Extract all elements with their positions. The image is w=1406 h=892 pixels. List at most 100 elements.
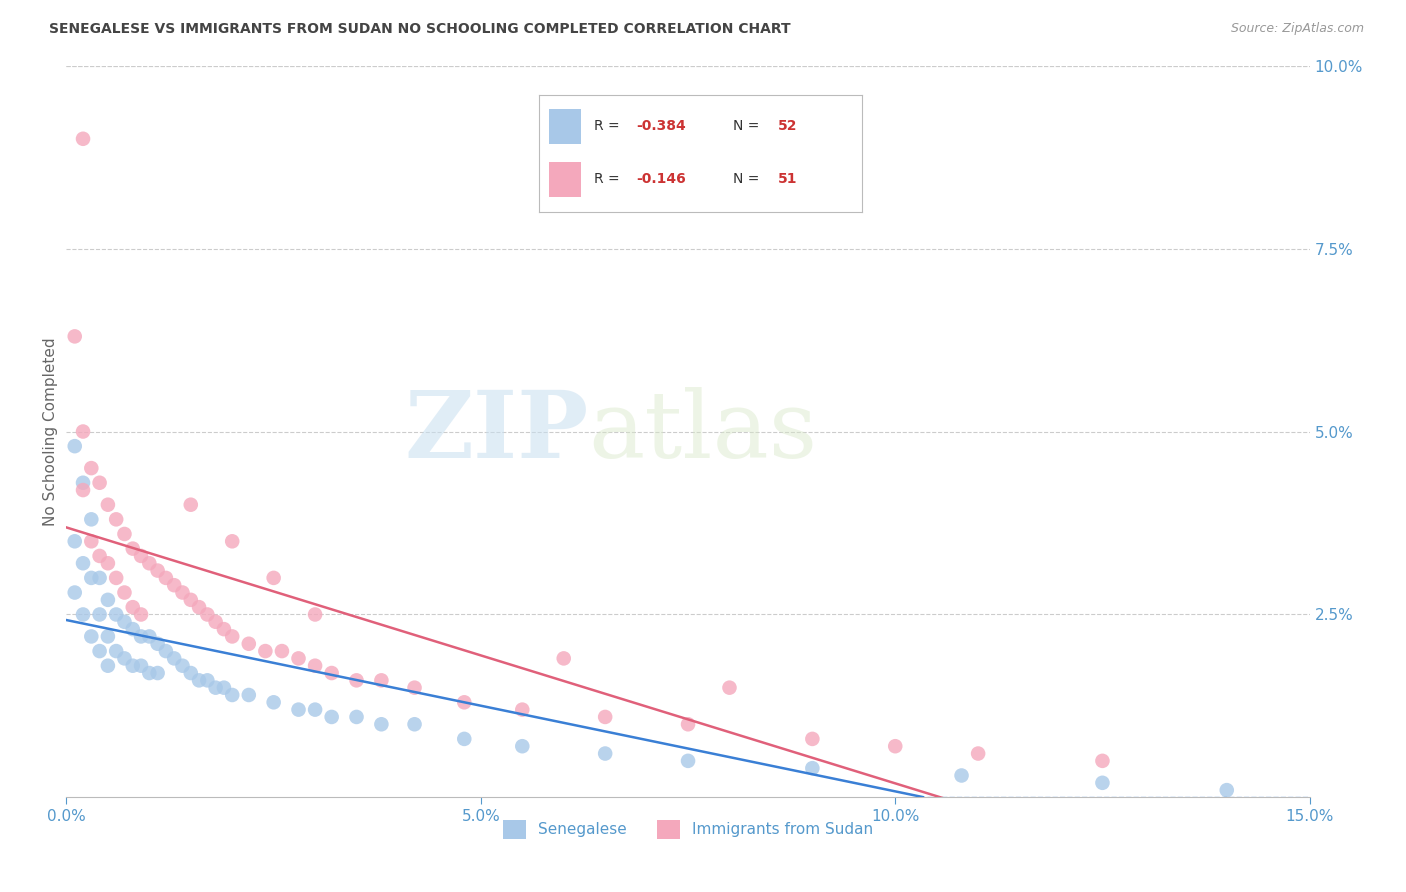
Point: [155, 644, 177, 658]
Point: [121, 622, 143, 636]
Point: [204, 615, 226, 629]
Point: [138, 629, 160, 643]
Point: [263, 695, 285, 709]
Point: [63, 534, 86, 549]
Point: [114, 615, 136, 629]
Point: [195, 607, 218, 622]
Point: [146, 666, 169, 681]
Point: [129, 607, 152, 622]
Point: [89, 644, 111, 658]
Point: [72, 607, 94, 622]
Y-axis label: No Schooling Completed: No Schooling Completed: [44, 337, 58, 526]
Point: [718, 681, 741, 695]
Point: [163, 651, 186, 665]
Text: atlas: atlas: [589, 386, 818, 476]
Point: [105, 607, 128, 622]
Point: [105, 512, 128, 526]
Point: [1091, 754, 1114, 768]
Point: [72, 483, 94, 497]
Point: [114, 585, 136, 599]
Point: [80, 512, 103, 526]
Point: [63, 439, 86, 453]
Point: [172, 658, 194, 673]
Point: [114, 527, 136, 541]
Point: [72, 556, 94, 570]
Point: [121, 541, 143, 556]
Point: [884, 739, 907, 754]
Point: [180, 592, 202, 607]
Point: [80, 534, 103, 549]
Text: SENEGALESE VS IMMIGRANTS FROM SUDAN NO SCHOOLING COMPLETED CORRELATION CHART: SENEGALESE VS IMMIGRANTS FROM SUDAN NO S…: [49, 22, 790, 37]
Point: [172, 585, 194, 599]
Point: [593, 747, 616, 761]
Point: [304, 607, 326, 622]
Point: [510, 703, 533, 717]
Point: [510, 739, 533, 754]
Point: [146, 637, 169, 651]
Point: [304, 658, 326, 673]
Point: [1216, 783, 1239, 797]
Point: [453, 731, 475, 746]
Point: [97, 629, 120, 643]
Point: [321, 710, 343, 724]
Point: [138, 556, 160, 570]
Point: [114, 651, 136, 665]
Point: [404, 681, 426, 695]
Point: [121, 658, 143, 673]
Point: [453, 695, 475, 709]
Point: [89, 571, 111, 585]
Point: [63, 585, 86, 599]
Legend: Senegalese, Immigrants from Sudan: Senegalese, Immigrants from Sudan: [496, 814, 880, 845]
Point: [80, 461, 103, 475]
Point: [346, 673, 368, 688]
Point: [138, 666, 160, 681]
Point: [97, 592, 120, 607]
Point: [238, 637, 260, 651]
Point: [1091, 776, 1114, 790]
Point: [370, 717, 392, 731]
Point: [221, 688, 243, 702]
Point: [188, 600, 211, 615]
Point: [121, 600, 143, 615]
Point: [553, 651, 575, 665]
Point: [346, 710, 368, 724]
Point: [72, 475, 94, 490]
Point: [950, 768, 973, 782]
Point: [676, 717, 699, 731]
Point: [204, 681, 226, 695]
Text: ZIP: ZIP: [405, 386, 589, 476]
Point: [287, 651, 309, 665]
Point: [188, 673, 211, 688]
Point: [195, 673, 218, 688]
Point: [89, 607, 111, 622]
Point: [212, 681, 235, 695]
Point: [129, 658, 152, 673]
Point: [801, 761, 824, 775]
Point: [676, 754, 699, 768]
Point: [80, 571, 103, 585]
Point: [180, 498, 202, 512]
Point: [129, 549, 152, 563]
Point: [80, 629, 103, 643]
Point: [221, 629, 243, 643]
Point: [155, 571, 177, 585]
Point: [370, 673, 392, 688]
Point: [593, 710, 616, 724]
Point: [304, 703, 326, 717]
Point: [801, 731, 824, 746]
Text: Source: ZipAtlas.com: Source: ZipAtlas.com: [1230, 22, 1364, 36]
Point: [63, 329, 86, 343]
Point: [254, 644, 277, 658]
Point: [967, 747, 990, 761]
Point: [72, 425, 94, 439]
Point: [97, 658, 120, 673]
Point: [221, 534, 243, 549]
Point: [105, 644, 128, 658]
Point: [271, 644, 294, 658]
Point: [238, 688, 260, 702]
Point: [287, 703, 309, 717]
Point: [163, 578, 186, 592]
Point: [321, 666, 343, 681]
Point: [180, 666, 202, 681]
Point: [105, 571, 128, 585]
